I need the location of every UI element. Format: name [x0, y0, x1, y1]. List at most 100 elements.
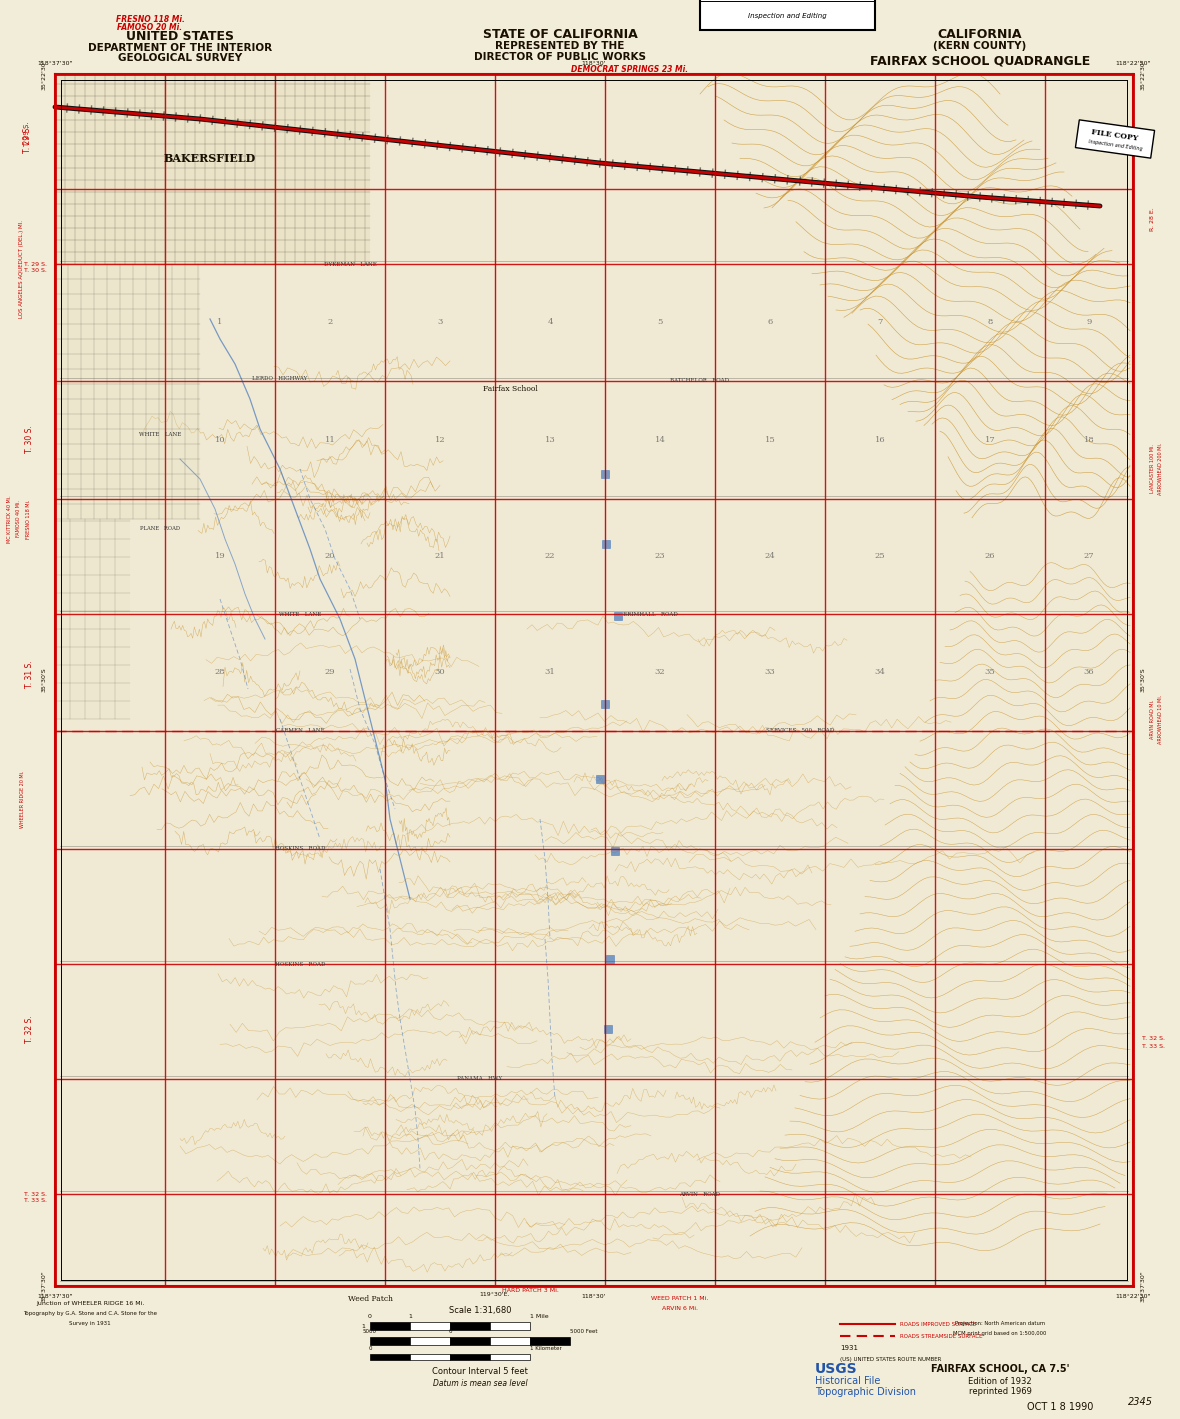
- Text: 4: 4: [548, 318, 552, 326]
- Text: reprinted 1969: reprinted 1969: [969, 1388, 1031, 1396]
- Bar: [1075, 119, 1154, 158]
- Text: DIRECTOR OF PUBLIC WORKS: DIRECTOR OF PUBLIC WORKS: [474, 53, 645, 62]
- Text: 21: 21: [434, 552, 445, 561]
- Text: SERVICES   500   ROAD: SERVICES 500 ROAD: [766, 728, 834, 734]
- Text: Scale 1:31,680: Scale 1:31,680: [448, 1307, 511, 1315]
- Text: 2: 2: [327, 318, 333, 326]
- Text: GEOLOGICAL SURVEY: GEOLOGICAL SURVEY: [118, 53, 242, 62]
- Text: 28: 28: [215, 668, 225, 677]
- Text: WHITE   LANE: WHITE LANE: [139, 431, 182, 437]
- Text: STATE OF CALIFORNIA: STATE OF CALIFORNIA: [483, 27, 637, 41]
- Text: T. 33 S.: T. 33 S.: [24, 1199, 46, 1203]
- Text: LERDO   HIGHWAY: LERDO HIGHWAY: [253, 376, 308, 382]
- Text: BAKERSFIELD: BAKERSFIELD: [164, 153, 256, 165]
- Text: 0: 0: [368, 1314, 372, 1320]
- Bar: [490, 1337, 530, 1345]
- Text: BATCHELOR   ROAD: BATCHELOR ROAD: [670, 379, 729, 383]
- Bar: [450, 1323, 490, 1330]
- Text: FAIRFAX SCHOOL QUADRANGLE: FAIRFAX SCHOOL QUADRANGLE: [870, 54, 1090, 68]
- Text: 11: 11: [324, 436, 335, 444]
- Text: MCM print grid based on 1:500,000: MCM print grid based on 1:500,000: [953, 1331, 1047, 1335]
- Bar: [409, 1337, 450, 1345]
- Text: MC KITTRICK 40 Mi.: MC KITTRICK 40 Mi.: [7, 495, 13, 543]
- Bar: [490, 1354, 530, 1359]
- Text: Survey in 1931: Survey in 1931: [70, 1321, 111, 1327]
- Text: ROADS STREAMSIDE SURFACE: ROADS STREAMSIDE SURFACE: [900, 1334, 983, 1338]
- Text: 17: 17: [984, 436, 996, 444]
- Text: ARROWHEAD 200 Mi.: ARROWHEAD 200 Mi.: [1159, 443, 1163, 495]
- Text: ROADS IMPROVED SURFACE: ROADS IMPROVED SURFACE: [900, 1321, 976, 1327]
- Text: 118°22'30": 118°22'30": [1115, 61, 1150, 67]
- Text: 35°22'30": 35°22'30": [1141, 58, 1146, 89]
- Text: 18: 18: [1083, 436, 1094, 444]
- Text: T. 30 S.: T. 30 S.: [24, 268, 46, 274]
- Text: USGS: USGS: [815, 1362, 858, 1376]
- Text: 34: 34: [874, 668, 885, 677]
- Text: 12: 12: [434, 436, 445, 444]
- Bar: [55, 74, 371, 264]
- Text: 19: 19: [215, 552, 225, 561]
- Text: Topography by G.A. Stone and C.A. Stone for the: Topography by G.A. Stone and C.A. Stone …: [22, 1311, 157, 1317]
- Bar: [614, 612, 622, 620]
- Bar: [371, 1354, 409, 1359]
- Text: T. 32 S.: T. 32 S.: [1141, 1036, 1165, 1042]
- Text: 35°37'30": 35°37'30": [42, 1270, 47, 1301]
- Text: Historical File: Historical File: [815, 1376, 880, 1386]
- Text: 5000 Feet: 5000 Feet: [570, 1330, 597, 1334]
- Bar: [611, 847, 620, 856]
- Text: REPRESENTED BY THE: REPRESENTED BY THE: [496, 41, 624, 51]
- Text: 16: 16: [874, 436, 885, 444]
- Text: 1 Mile: 1 Mile: [530, 1314, 549, 1320]
- Bar: [530, 1337, 570, 1345]
- Text: 8: 8: [988, 318, 992, 326]
- Text: (KERN COUNTY): (KERN COUNTY): [933, 41, 1027, 51]
- Text: 25: 25: [874, 552, 885, 561]
- Bar: [596, 775, 604, 783]
- Text: 118°30': 118°30': [582, 1294, 607, 1298]
- Text: DYKEMAN   LANE: DYKEMAN LANE: [323, 261, 376, 267]
- Text: 30: 30: [434, 668, 445, 677]
- Text: DEPARTMENT OF THE INTERIOR: DEPARTMENT OF THE INTERIOR: [88, 43, 273, 53]
- Bar: [601, 470, 609, 478]
- Text: WEED PATCH 1 Mi.: WEED PATCH 1 Mi.: [651, 1297, 709, 1301]
- Bar: [409, 1354, 450, 1359]
- Text: ARVIN   ROAD: ARVIN ROAD: [680, 1192, 721, 1196]
- Text: ARROWHEAD 10 Mi.: ARROWHEAD 10 Mi.: [1159, 694, 1163, 744]
- Bar: [450, 1337, 490, 1345]
- Text: 20: 20: [324, 552, 335, 561]
- Text: 10: 10: [215, 436, 225, 444]
- Text: 1: 1: [408, 1314, 412, 1320]
- Text: DEMOCRAT SPRINGS 23 Mi.: DEMOCRAT SPRINGS 23 Mi.: [571, 64, 689, 74]
- Text: 118°22'30": 118°22'30": [1115, 1294, 1150, 1298]
- Text: FAIRFAX SCHOOL, CA 7.5': FAIRFAX SCHOOL, CA 7.5': [931, 1364, 1069, 1374]
- Bar: [490, 1323, 530, 1330]
- Bar: [601, 700, 609, 708]
- Text: R. 28 E.: R. 28 E.: [1150, 207, 1155, 231]
- Text: 33: 33: [765, 668, 775, 677]
- Text: ARVIN 6 Mi.: ARVIN 6 Mi.: [662, 1307, 699, 1311]
- Text: T. 33 S.: T. 33 S.: [1141, 1043, 1165, 1049]
- Text: 118°37'30": 118°37'30": [38, 1294, 73, 1298]
- Text: Topographic Division: Topographic Division: [815, 1386, 916, 1396]
- Text: 35°30'S: 35°30'S: [42, 668, 47, 692]
- Text: Junction of WHEELER RIDGE 16 Mi.: Junction of WHEELER RIDGE 16 Mi.: [35, 1301, 144, 1307]
- Text: CALIFORNIA: CALIFORNIA: [938, 27, 1022, 41]
- Bar: [55, 519, 130, 719]
- Text: 35°22'30": 35°22'30": [42, 58, 47, 89]
- Text: 24: 24: [765, 552, 775, 561]
- Bar: [700, 0, 876, 30]
- Text: FAMOSO 40 Mi.: FAMOSO 40 Mi.: [15, 501, 20, 538]
- Text: Projection: North American datum: Projection: North American datum: [955, 1321, 1045, 1327]
- Text: Inspection and Editing: Inspection and Editing: [748, 13, 827, 18]
- Text: T. 32 S.: T. 32 S.: [24, 1192, 46, 1196]
- Text: 23: 23: [655, 552, 666, 561]
- Text: 1: 1: [361, 1324, 365, 1328]
- Text: WHITE   LANE: WHITE LANE: [278, 612, 321, 616]
- Text: 1931: 1931: [840, 1345, 858, 1351]
- Text: Weed Patch: Weed Patch: [347, 1296, 393, 1303]
- Bar: [602, 541, 610, 548]
- Text: LANCASTER 100 Mi.: LANCASTER 100 Mi.: [1150, 444, 1155, 494]
- Bar: [55, 264, 199, 519]
- Text: Inspection and Editing: Inspection and Editing: [1088, 139, 1142, 152]
- Text: WHEELER RIDGE 20 Mi.: WHEELER RIDGE 20 Mi.: [20, 771, 25, 827]
